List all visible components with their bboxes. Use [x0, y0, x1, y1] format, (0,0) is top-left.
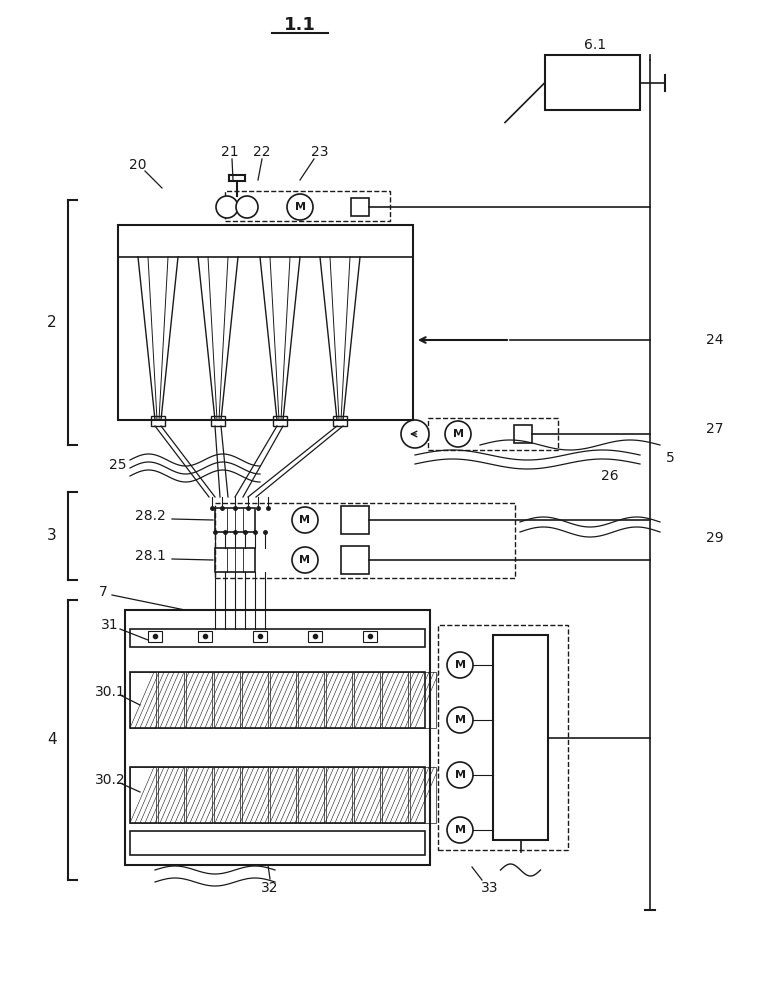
Bar	[270, 672, 296, 728]
Text: M: M	[454, 825, 466, 835]
Circle shape	[447, 652, 473, 678]
Bar	[514, 425, 532, 443]
Bar	[382, 767, 408, 823]
Text: 30.2: 30.2	[95, 773, 126, 787]
Bar	[428, 418, 558, 450]
Text: 29: 29	[706, 531, 724, 545]
Circle shape	[287, 194, 313, 220]
Bar	[341, 546, 369, 574]
Text: M: M	[300, 515, 310, 525]
Text: 28.1: 28.1	[135, 549, 166, 563]
Bar	[198, 631, 212, 642]
Circle shape	[445, 421, 471, 447]
Bar	[382, 672, 408, 728]
Bar	[351, 198, 369, 216]
Bar	[326, 767, 352, 823]
Bar	[333, 416, 347, 426]
Bar	[186, 767, 212, 823]
Text: 21: 21	[221, 145, 238, 159]
Text: 24: 24	[706, 333, 724, 347]
Bar	[242, 767, 268, 823]
Bar	[215, 503, 515, 578]
Text: 30.1: 30.1	[95, 685, 126, 699]
Text: 5: 5	[665, 451, 674, 465]
Text: 6.1: 6.1	[584, 38, 606, 52]
Circle shape	[447, 817, 473, 843]
Text: M: M	[454, 770, 466, 780]
Bar	[215, 508, 255, 532]
Bar	[118, 225, 413, 420]
Bar	[270, 767, 296, 823]
Text: 33: 33	[481, 881, 499, 895]
Text: 25: 25	[109, 458, 126, 472]
Bar	[273, 416, 287, 426]
Text: 32: 32	[261, 881, 279, 895]
Text: 28.2: 28.2	[135, 509, 165, 523]
Bar	[118, 225, 413, 257]
Circle shape	[447, 762, 473, 788]
Bar	[130, 629, 425, 647]
Bar	[308, 631, 322, 642]
Text: M: M	[454, 660, 466, 670]
Text: 20: 20	[129, 158, 147, 172]
Text: 26: 26	[601, 469, 618, 483]
Bar	[545, 55, 640, 110]
Bar	[158, 672, 184, 728]
Bar	[326, 672, 352, 728]
Text: M: M	[453, 429, 463, 439]
Bar	[186, 672, 212, 728]
Circle shape	[401, 420, 429, 448]
Bar	[493, 635, 548, 840]
Bar	[242, 672, 268, 728]
Bar	[148, 631, 162, 642]
Circle shape	[236, 196, 258, 218]
Text: M: M	[300, 555, 310, 565]
Bar	[410, 672, 436, 728]
Bar	[363, 631, 377, 642]
Bar	[410, 767, 436, 823]
Bar	[354, 672, 380, 728]
Text: 3: 3	[47, 528, 57, 544]
Bar	[253, 631, 267, 642]
Bar	[214, 672, 240, 728]
Text: 2: 2	[47, 315, 57, 330]
Bar	[298, 767, 324, 823]
Bar	[438, 625, 568, 850]
Text: M: M	[454, 715, 466, 725]
Text: 4: 4	[47, 732, 57, 748]
Bar	[341, 506, 369, 534]
Text: M: M	[294, 202, 306, 212]
Bar	[211, 416, 225, 426]
Circle shape	[292, 547, 318, 573]
Bar	[151, 416, 165, 426]
Bar	[130, 672, 425, 728]
Text: 7: 7	[98, 585, 107, 599]
Bar	[225, 191, 390, 221]
Bar	[130, 672, 156, 728]
Circle shape	[447, 707, 473, 733]
Bar	[354, 767, 380, 823]
Bar	[158, 767, 184, 823]
Bar	[130, 831, 425, 855]
Text: 1.1: 1.1	[284, 16, 316, 34]
Bar	[130, 767, 425, 823]
Text: 23: 23	[311, 145, 329, 159]
Bar	[215, 548, 255, 572]
Bar	[130, 767, 156, 823]
Text: 22: 22	[254, 145, 271, 159]
Text: 27: 27	[706, 422, 724, 436]
Bar	[298, 672, 324, 728]
Circle shape	[216, 196, 238, 218]
Text: 31: 31	[101, 618, 119, 632]
Bar	[214, 767, 240, 823]
Circle shape	[292, 507, 318, 533]
Bar	[125, 610, 430, 865]
